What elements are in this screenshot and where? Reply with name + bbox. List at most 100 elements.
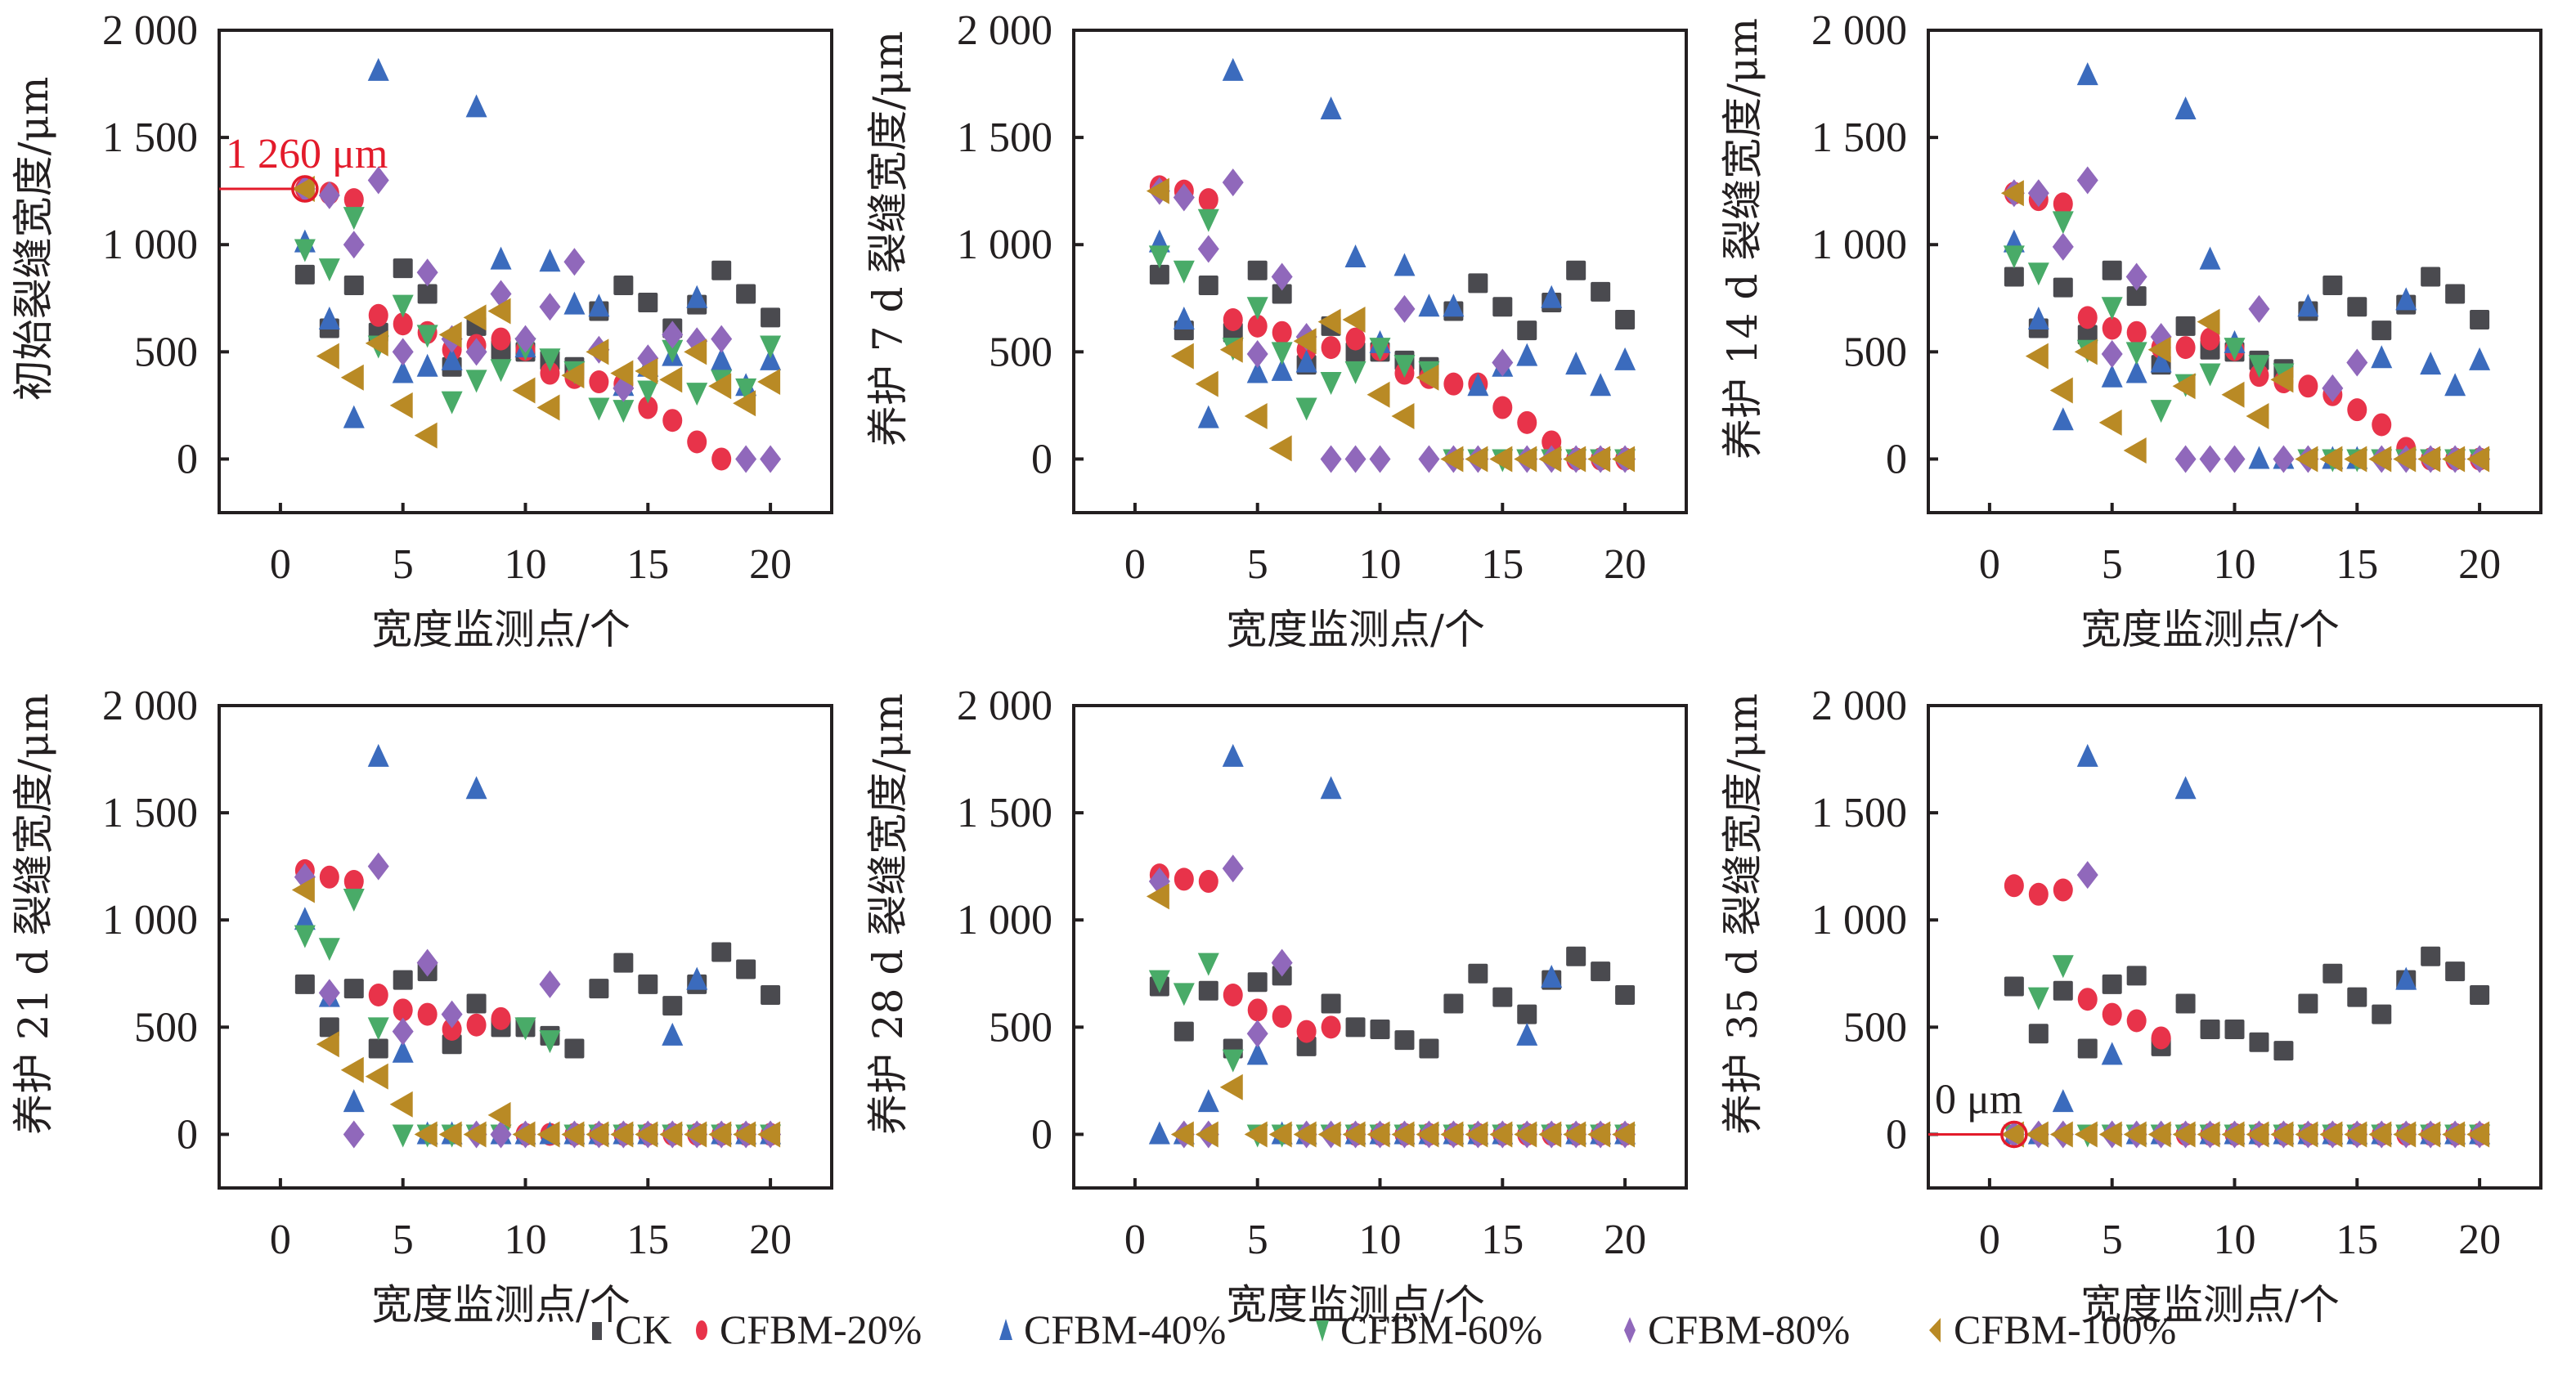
series-cfbm-100pct (2000, 180, 2490, 473)
y-tick-label: 1 500 (957, 790, 1052, 836)
data-point (1268, 435, 1292, 462)
legend-marker-shape (1929, 1318, 1941, 1342)
data-point (1296, 1036, 1317, 1056)
data-point (662, 339, 684, 363)
data-point (2077, 1038, 2098, 1059)
data-point (2417, 446, 2441, 473)
data-point (757, 1121, 781, 1148)
y-tick-label: 0 (1886, 1111, 1907, 1158)
series-cfbm-80pct (1148, 854, 1636, 1149)
data-point (1492, 987, 1513, 1007)
data-point (441, 347, 463, 370)
data-point (2295, 1121, 2318, 1148)
data-point (757, 369, 781, 396)
x-axis-title: 宽度监测点/个 (371, 606, 631, 653)
y-tick-label: 2 000 (102, 7, 198, 54)
y-tick-label: 1 500 (957, 114, 1052, 161)
data-point (514, 325, 536, 353)
data-point (1146, 883, 1169, 910)
data-point (2249, 1032, 2269, 1052)
data-point (638, 396, 658, 419)
data-point (2000, 180, 2024, 207)
data-point (1223, 984, 1243, 1006)
data-point (1219, 336, 1243, 363)
data-point (1367, 381, 1390, 408)
series-cfbm-40pct (1148, 743, 1636, 1145)
data-point (2442, 446, 2466, 473)
data-point (586, 338, 609, 365)
data-point (2246, 1121, 2269, 1148)
data-point (2470, 310, 2490, 329)
data-point (1195, 1121, 1218, 1148)
data-point (684, 338, 707, 365)
data-point (1566, 260, 1586, 280)
x-tick-label: 5 (1247, 1217, 1268, 1263)
data-point (1587, 446, 1611, 473)
legend-label: CFBM-40% (1024, 1307, 1226, 1352)
data-point (539, 249, 561, 272)
data-point (2053, 878, 2073, 902)
data-point (1591, 281, 1611, 302)
data-point (1173, 983, 1195, 1006)
x-tick-label: 20 (749, 541, 792, 588)
x-tick-label: 15 (626, 1217, 669, 1263)
data-point (635, 357, 658, 384)
data-point (536, 1121, 560, 1148)
data-point (1219, 1073, 1243, 1100)
series-cfbm-80pct (294, 166, 782, 473)
series-cfbm-100pct (291, 176, 781, 449)
data-point (1468, 963, 1488, 984)
y-axis-title: 养护 7 d 裂缝宽度/μm (864, 31, 912, 446)
data-point (610, 1121, 634, 1148)
data-point (1271, 357, 1293, 381)
data-point (318, 979, 340, 1007)
data-points (2000, 62, 2491, 473)
data-point (2004, 976, 2024, 997)
data-point (1244, 1121, 1268, 1148)
data-point (340, 1056, 364, 1083)
data-point (1317, 1121, 1341, 1148)
data-point (416, 258, 438, 287)
data-point (389, 392, 413, 419)
data-point (1393, 294, 1416, 323)
data-point (343, 870, 364, 894)
y-axis-title: 养护 28 d 裂缝宽度/μm (864, 693, 912, 1135)
annotation-circle (291, 175, 319, 203)
y-tick-label: 0 (1031, 1111, 1052, 1158)
data-point (1416, 1121, 1439, 1148)
x-tick-label: 20 (1604, 1217, 1646, 1263)
y-tick-label: 1 000 (102, 222, 198, 268)
data-point (1320, 96, 1342, 120)
x-axis-title: 宽度监测点/个 (2080, 1281, 2340, 1329)
data-point (1590, 373, 1612, 397)
data-point (2052, 211, 2074, 235)
data-point (1342, 1121, 1366, 1148)
y-tick-label: 500 (1843, 1004, 1907, 1051)
data-point (466, 1013, 487, 1037)
data-point (735, 445, 757, 473)
data-point (2445, 961, 2466, 982)
data-point (736, 959, 756, 979)
data-point (2421, 267, 2441, 287)
data-point (1146, 177, 1169, 204)
data-point (1344, 445, 1367, 473)
data-point (1247, 260, 1268, 280)
data-point (2028, 882, 2049, 906)
data-point (442, 1034, 462, 1055)
data-point (2224, 1019, 2245, 1039)
data-point (733, 1121, 756, 1148)
data-point (1538, 446, 1562, 473)
x-tick-label: 10 (2214, 1217, 2256, 1263)
data-point (2052, 407, 2074, 431)
data-point (2123, 437, 2147, 464)
data-point (1197, 1089, 1219, 1113)
data-point (1222, 854, 1244, 883)
data-point (761, 985, 781, 1005)
data-point (441, 391, 463, 415)
data-point (2175, 993, 2196, 1014)
legend-marker-shape (1316, 1320, 1329, 1342)
series-cfbm-20pct (2004, 874, 2490, 1146)
data-point (1197, 952, 1219, 976)
y-tick-label: 1 000 (1811, 897, 1907, 943)
data-point (711, 325, 733, 353)
